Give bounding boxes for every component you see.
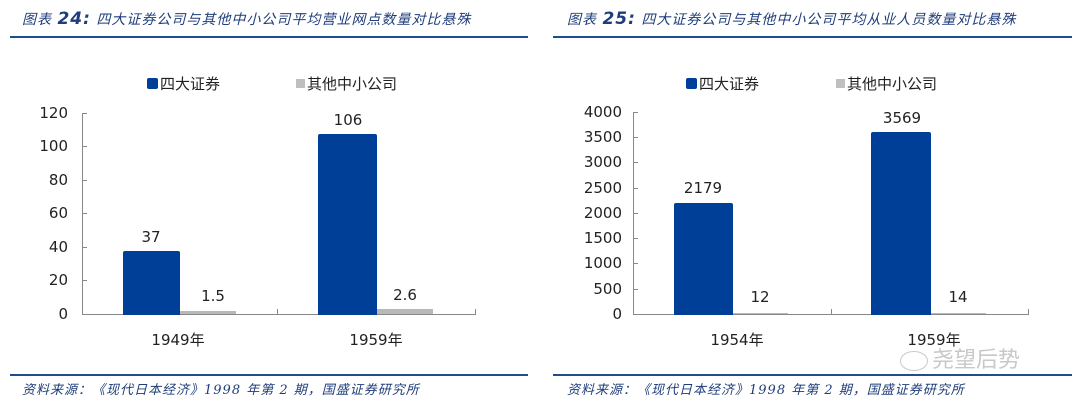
legend-label: 其他中小公司 [847,75,938,93]
watermark-text: 尧望后势 [932,348,1021,373]
left-title-rule [10,36,528,38]
y-tick-label: 3000 [583,153,622,171]
value-label: 2.6 [393,286,417,304]
y-tick-label: 40 [48,238,68,256]
x-axis [82,314,476,315]
title-prefix: 图表 [22,12,52,28]
x-category-label: 1959年 [907,331,961,349]
y-tick-label: 1000 [583,254,622,272]
legend-swatch-blue [147,78,158,89]
y-tick-label: 0 [612,305,622,323]
y-tick-label: 4000 [583,103,622,121]
x-axis [633,314,1029,315]
bar-big4-1949 [123,251,180,315]
value-label: 12 [750,288,770,306]
x-category-label: 1949年 [151,331,205,349]
right-legend-big4: 四大证券 [686,73,759,94]
right-legend-other: 其他中小公司 [836,73,937,94]
left-chart-title: 图表 24: 四大证券公司与其他中小公司平均营业网点数量对比悬殊 [22,9,471,29]
y-tick-label: 3500 [583,128,622,146]
bar-other-1959 [931,313,986,314]
y-tick [633,137,638,138]
y-tick-label: 60 [48,204,68,222]
y-tick-label: 80 [48,171,68,189]
right-title-rule [553,36,1072,38]
y-tick [82,213,87,214]
value-label: 3569 [882,109,922,127]
value-label: 2179 [683,179,723,197]
x-tick [1028,309,1029,314]
wechat-icon [900,351,928,371]
legend-swatch-gray [296,79,305,88]
y-tick-label: 500 [593,280,622,298]
title-text: 四大证券公司与其他中小公司平均营业网点数量对比悬殊 [96,12,472,28]
value-label: 1.5 [201,287,225,305]
bar-other-1954 [733,313,788,314]
value-label: 106 [333,111,363,129]
y-tick [82,146,87,147]
y-axis [82,113,83,315]
y-tick-label: 100 [39,137,68,155]
x-tick [475,309,476,314]
y-tick-label: 0 [58,305,68,323]
bar-other-1959 [377,309,433,314]
legend-label: 其他中小公司 [307,75,398,93]
y-tick [633,289,638,290]
x-tick [831,309,832,314]
x-category-label: 1954年 [710,331,764,349]
title-prefix: 图表 [567,12,597,28]
watermark: 尧望后势 [900,342,1020,374]
legend-label: 四大证券 [699,75,760,93]
y-tick-label: 2500 [583,179,622,197]
title-number: 25: [602,9,636,29]
left-legend-other: 其他中小公司 [296,73,397,94]
value-label: 14 [948,288,968,306]
y-tick [633,162,638,163]
y-tick [82,113,87,114]
legend-swatch-blue [686,78,697,89]
y-tick [633,188,638,189]
x-category-label: 1959年 [349,331,403,349]
y-tick [82,180,87,181]
right-source-rule [553,374,1072,376]
y-tick-label: 120 [39,104,68,122]
y-tick [633,238,638,239]
title-text: 四大证券公司与其他中小公司平均从业人员数量对比悬殊 [641,12,1017,28]
legend-swatch-gray [836,79,845,88]
title-number: 24: [57,9,91,29]
y-tick [633,263,638,264]
left-legend-big4: 四大证券 [147,73,220,94]
right-source-note: 资料来源：《现代日本经济》1998 年第 2 期，国盛证券研究所 [567,383,965,398]
x-tick [277,309,278,314]
value-label: 37 [141,228,161,246]
y-tick [82,247,87,248]
bar-big4-1959 [318,134,377,315]
y-tick [633,112,638,113]
y-tick-label: 20 [48,271,68,289]
bar-big4-1959 [871,132,931,315]
left-source-rule [10,374,528,376]
legend-label: 四大证券 [160,75,221,93]
bar-other-1949 [180,311,236,314]
left-source-note: 资料来源：《现代日本经济》1998 年第 2 期，国盛证券研究所 [22,383,420,398]
y-tick [633,213,638,214]
right-chart-title: 图表 25: 四大证券公司与其他中小公司平均从业人员数量对比悬殊 [567,9,1016,29]
y-tick-label: 2000 [583,204,622,222]
y-tick-label: 1500 [583,229,622,247]
bar-big4-1954 [674,203,733,315]
y-tick [82,280,87,281]
